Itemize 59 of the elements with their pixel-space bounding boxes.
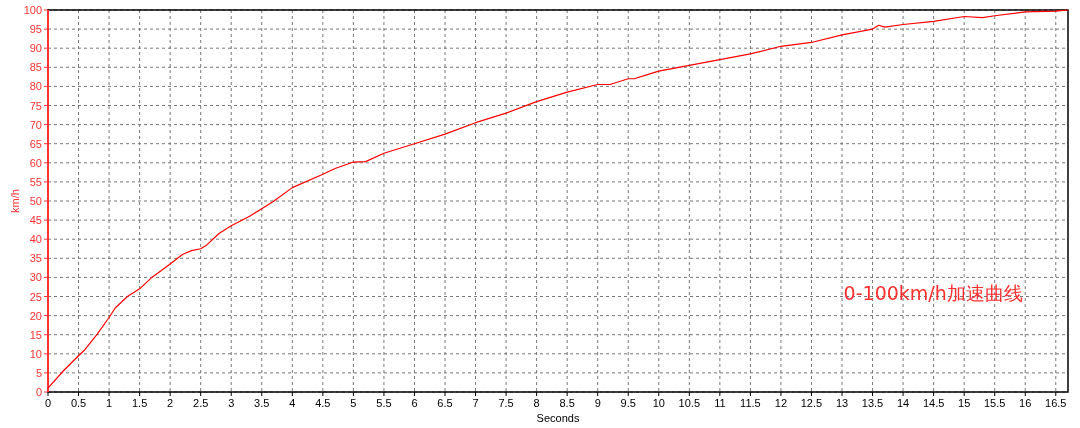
y-tick-label: 50: [29, 195, 42, 207]
x-axis-title: Seconds: [536, 412, 580, 424]
x-tick-label: 8: [533, 397, 540, 409]
x-tick-label: 12: [774, 397, 788, 409]
y-tick-label: 45: [29, 214, 42, 227]
x-tick-label: 16.5: [1045, 397, 1067, 409]
x-tick-label: 7: [472, 397, 479, 409]
x-tick-label: 3.5: [254, 397, 270, 409]
y-tick-label: 90: [29, 42, 42, 55]
y-tick-label: 25: [29, 290, 42, 303]
x-tick-label: 13: [835, 397, 849, 409]
x-tick-label: 16: [1019, 397, 1032, 409]
y-tick-label: 10: [29, 347, 42, 360]
y-tick-label: 60: [29, 156, 42, 169]
x-tick-label: 9.5: [620, 397, 636, 409]
x-tick-label: 15: [958, 397, 971, 409]
y-tick-label: 65: [29, 137, 42, 150]
y-tick-label: 35: [29, 252, 42, 265]
x-tick-label: 10: [652, 397, 665, 409]
y-tick-label: 0: [35, 386, 42, 398]
y-tick-label: 85: [29, 61, 42, 74]
y-tick-label: 15: [29, 328, 42, 341]
y-tick-label: 100: [23, 4, 42, 16]
x-tick-label: 1.5: [131, 397, 148, 409]
y-tick-label: 75: [29, 99, 42, 112]
y-tick-label: 40: [29, 233, 42, 246]
x-tick-label: 14: [896, 397, 910, 409]
x-tick-label: 4.5: [315, 397, 331, 409]
y-tick-label: 30: [29, 271, 42, 284]
x-tick-label: 11.5: [740, 397, 761, 409]
x-tick-label: 1: [106, 397, 113, 409]
x-tick-label: 6.5: [437, 397, 453, 409]
x-tick-label: 0.5: [70, 397, 87, 409]
y-tick-label: 95: [29, 23, 42, 36]
x-tick-label: 9: [594, 397, 601, 409]
annotation: 0-100km/h加速曲线: [843, 282, 1023, 305]
x-tick-label: 12.5: [800, 397, 823, 409]
x-tick-label: 11: [714, 397, 726, 409]
x-tick-label: 14.5: [922, 397, 945, 409]
x-tick-label: 3: [228, 397, 235, 409]
line-series: [47, 9, 1069, 389]
y-tick-label: 55: [29, 175, 42, 188]
y-axis-title: km/h: [9, 189, 21, 213]
x-tick-label: 0: [44, 397, 52, 409]
x-tick-label: 2: [167, 397, 174, 409]
x-tick-label: 13.5: [861, 397, 884, 409]
x-tick-label: 5: [350, 397, 357, 409]
x-tick-label: 10.5: [678, 397, 701, 409]
y-tick-label: 20: [29, 309, 42, 322]
x-tick-label: 15.5: [984, 397, 1006, 409]
x-tick-label: 7.5: [498, 397, 514, 409]
x-tick-label: 2.5: [193, 397, 209, 409]
y-tick-label: 70: [29, 118, 42, 131]
x-tick-label: 8.5: [559, 397, 575, 409]
y-tick-label: 5: [35, 366, 42, 379]
x-tick-label: 5.5: [376, 397, 392, 409]
x-tick-label: 6: [411, 397, 418, 409]
x-tick-label: 4: [289, 397, 296, 409]
y-tick-label: 80: [29, 80, 42, 93]
